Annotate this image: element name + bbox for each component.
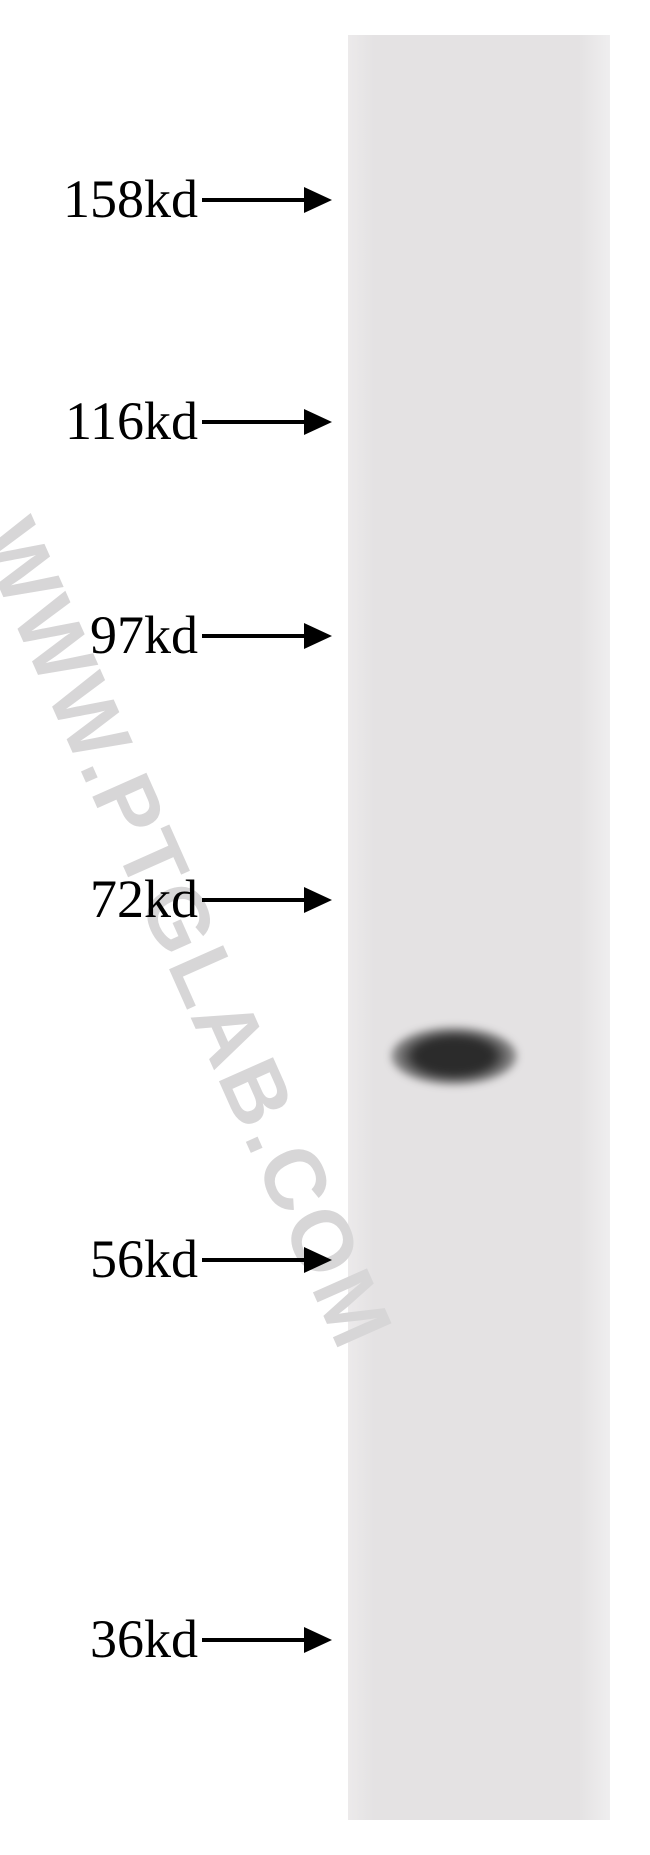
mw-marker-label: 36kd	[18, 1608, 198, 1670]
mw-marker-label: 72kd	[18, 868, 198, 930]
mw-marker-row: 158kd	[0, 170, 332, 230]
mw-marker-label: 158kd	[18, 168, 198, 230]
arrow-right-icon	[202, 621, 332, 651]
arrow-right-icon	[202, 1625, 332, 1655]
mw-marker-label: 97kd	[18, 604, 198, 666]
arrow-right-icon	[202, 885, 332, 915]
mw-marker-row: 56kd	[0, 1230, 332, 1290]
mw-marker-row: 72kd	[0, 870, 332, 930]
arrow-right-icon	[202, 1245, 332, 1275]
blot-lane	[348, 35, 610, 1820]
protein-band	[391, 1027, 517, 1085]
mw-marker-row: 97kd	[0, 606, 332, 666]
mw-marker-row: 36kd	[0, 1610, 332, 1670]
mw-marker-label: 56kd	[18, 1228, 198, 1290]
mw-marker-label: 116kd	[18, 390, 198, 452]
arrow-right-icon	[202, 407, 332, 437]
mw-marker-row: 116kd	[0, 392, 332, 452]
arrow-right-icon	[202, 185, 332, 215]
